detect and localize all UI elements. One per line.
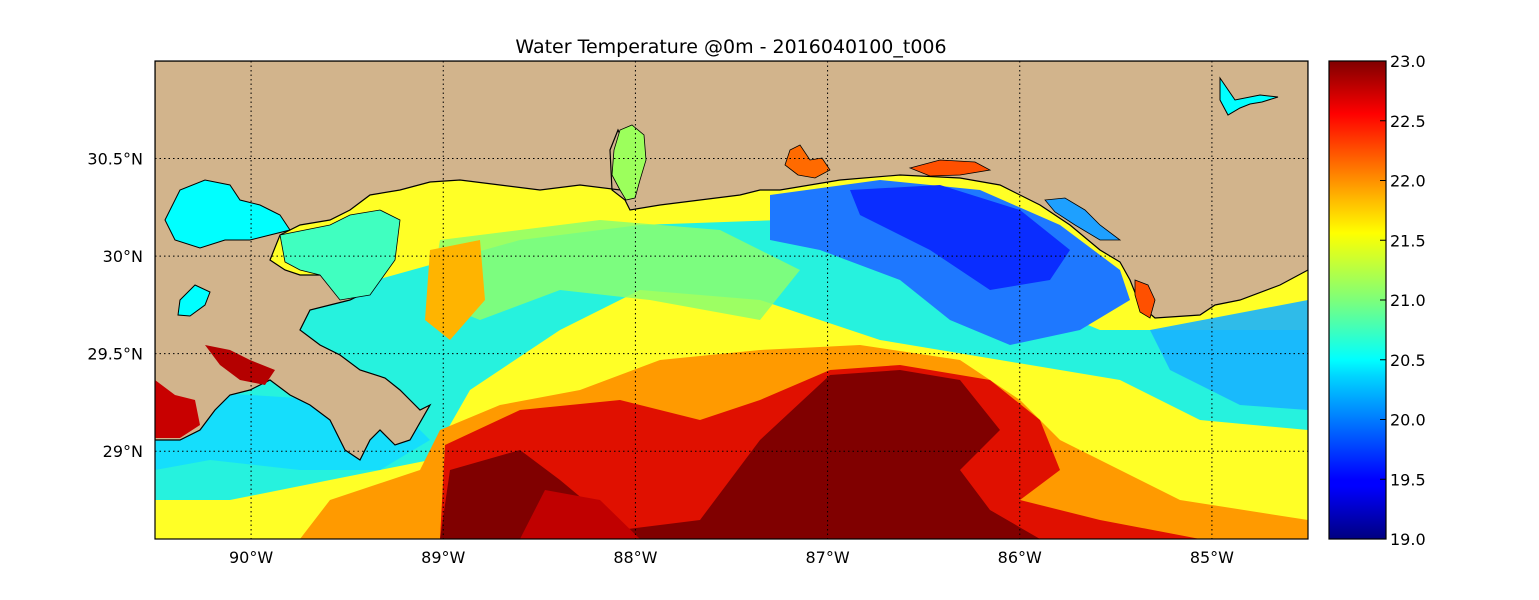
longitude-label: 88°W [613,548,657,567]
latitude-label: 30°N [103,247,143,266]
delta-marsh-2 [205,345,275,385]
longitude-label: 86°W [998,548,1042,567]
longitude-label: 90°W [229,548,273,567]
colorbar [1328,60,1387,540]
pensacola-bay [784,144,831,179]
colorbar-tick-label: 21.5 [1390,231,1426,250]
choctawhatchee-bay [908,159,992,177]
graticule [155,61,1308,539]
lake-east [1219,76,1279,116]
colorbar-tick-label: 19.0 [1390,530,1426,549]
colorbar-tick-label: 23.0 [1390,52,1426,71]
delta-marsh [155,380,200,438]
colorbar-tick-label: 19.5 [1390,470,1426,489]
latitude-label: 29°N [103,442,143,461]
longitude-label: 87°W [805,548,849,567]
apalachicola-bay [1134,279,1156,319]
latitude-label: 29.5°N [87,345,143,364]
map-area [155,61,1308,539]
mobile-bay [611,124,647,201]
longitude-labels: 90°W 89°W 88°W 87°W 86°W 85°W [229,548,1234,567]
latitude-label: 30.5°N [87,150,143,169]
longitude-label: 85°W [1190,548,1234,567]
colorbar-tick-label: 22.5 [1390,112,1426,131]
lake-salvador [177,284,211,317]
colorbar-ticks: 19.0 19.5 20.0 20.5 21.0 21.5 22.0 22.5 23.0 [1380,52,1426,549]
warm-water-core [440,370,1040,539]
colorbar-tick-label: 22.0 [1390,172,1426,191]
lake-pontchartrain [164,179,291,249]
cold-water-core [850,185,1070,290]
colorbar-tick-label: 20.5 [1390,351,1426,370]
lake-borgne-water [279,209,401,301]
colorbar-tick-label: 21.0 [1390,291,1426,310]
map-frame [154,60,1309,540]
shelf-water-green [430,220,800,320]
longitude-label: 89°W [421,548,465,567]
colorbar-tick-label: 20.0 [1390,411,1426,430]
st-andrew-bay [1044,197,1122,241]
latitude-labels: 29°N 29.5°N 30°N 30.5°N [87,150,143,462]
chart-title: Water Temperature @0m - 2016040100_t006 [515,36,946,58]
